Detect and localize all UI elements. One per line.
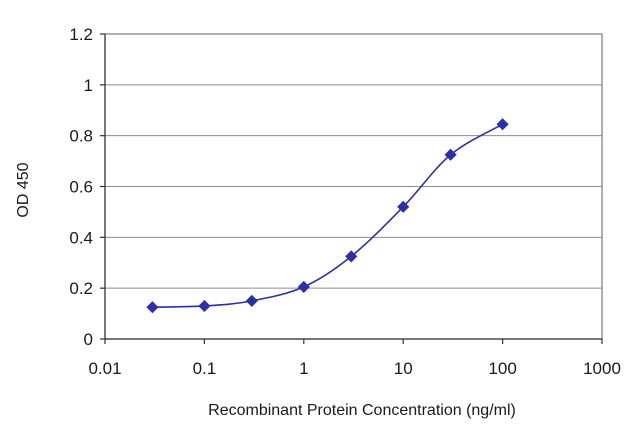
x-tick-labels: 0.01 0.1 1 10 100 1000 — [88, 359, 620, 378]
x-tick-label-5: 1000 — [583, 359, 621, 378]
x-tick-label-3: 10 — [394, 359, 413, 378]
x-tick-label-1: 0.1 — [193, 359, 217, 378]
data-point-7 — [496, 118, 509, 131]
y-tick-label-1: 0.2 — [69, 279, 93, 298]
x-axis-label: Recombinant Protein Concentration (ng/ml… — [208, 402, 516, 419]
data-point-2 — [245, 294, 258, 307]
data-point-3 — [297, 280, 310, 293]
data-point-4 — [345, 250, 358, 263]
y-axis-label: OD 450 — [15, 162, 32, 217]
data-point-1 — [198, 299, 211, 313]
y-tick-label-3: 0.6 — [69, 178, 93, 197]
series-line-0 — [152, 123, 504, 309]
x-tick-label-2: 1 — [299, 359, 308, 378]
gridlines — [105, 84, 602, 289]
y-tick-label-6: 1.2 — [69, 25, 93, 44]
data-point-6 — [444, 148, 457, 161]
data-point-0 — [146, 301, 159, 314]
y-tick-label-4: 0.8 — [69, 127, 93, 146]
axes — [100, 33, 603, 344]
y-tick-label-0: 0 — [84, 330, 93, 349]
x-tick-label-0: 0.01 — [88, 359, 121, 378]
data-point-5 — [397, 200, 410, 213]
y-tick-label-5: 1 — [84, 76, 93, 95]
x-tick-label-4: 100 — [488, 359, 516, 378]
y-tick-labels: 0 0.2 0.4 0.6 0.8 1 1.2 — [69, 25, 93, 349]
y-tick-label-2: 0.4 — [69, 228, 93, 247]
series-group — [146, 118, 509, 314]
